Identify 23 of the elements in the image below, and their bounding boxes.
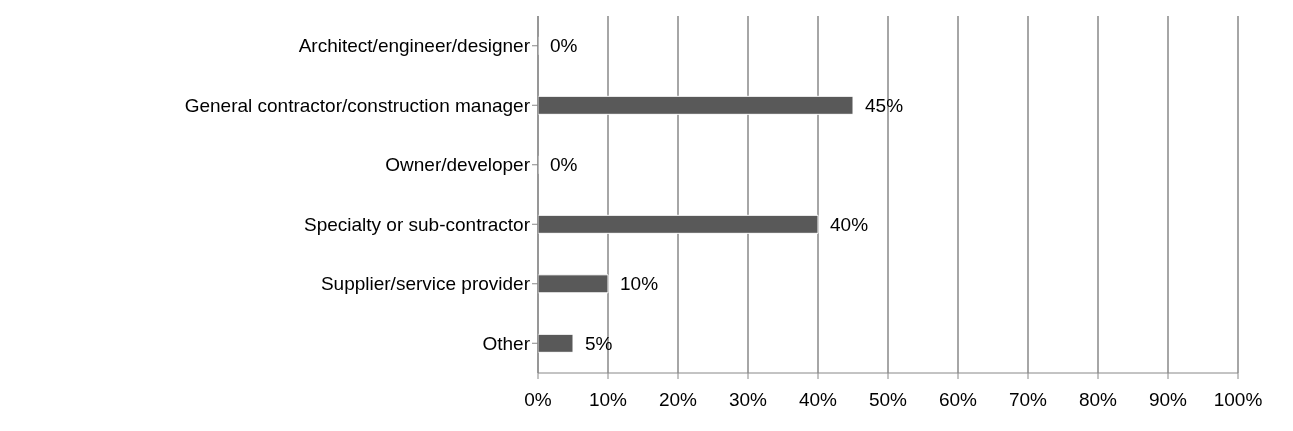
- x-tick-label: 0%: [524, 389, 552, 411]
- x-tick-label: 20%: [658, 389, 698, 411]
- x-tick-label: 70%: [1008, 389, 1048, 411]
- x-tick-label: 80%: [1078, 389, 1118, 411]
- x-tick-label: 40%: [798, 389, 838, 411]
- x-tick-label: 10%: [588, 389, 628, 411]
- x-tick-label: 30%: [728, 389, 768, 411]
- data-label: 5%: [585, 332, 613, 354]
- x-tick-label: 60%: [938, 389, 978, 411]
- y-tick-label: Supplier/service provider: [320, 273, 531, 295]
- y-tick-label: Other: [482, 332, 531, 354]
- data-label: 10%: [620, 273, 659, 295]
- y-tick-label: Specialty or sub-contractor: [304, 213, 531, 235]
- data-label: 0%: [550, 35, 578, 57]
- x-tick-label: 90%: [1148, 389, 1188, 411]
- data-label: 45%: [865, 94, 904, 116]
- y-tick-label: Architect/engineer/designer: [298, 35, 531, 57]
- y-tick-label: Owner/developer: [385, 154, 531, 176]
- data-label: 40%: [830, 213, 869, 235]
- x-tick-label: 50%: [868, 389, 908, 411]
- y-tick-label: General contractor/construction manager: [184, 95, 531, 116]
- data-label: 0%: [550, 154, 578, 176]
- x-tick-label: 100%: [1213, 389, 1263, 411]
